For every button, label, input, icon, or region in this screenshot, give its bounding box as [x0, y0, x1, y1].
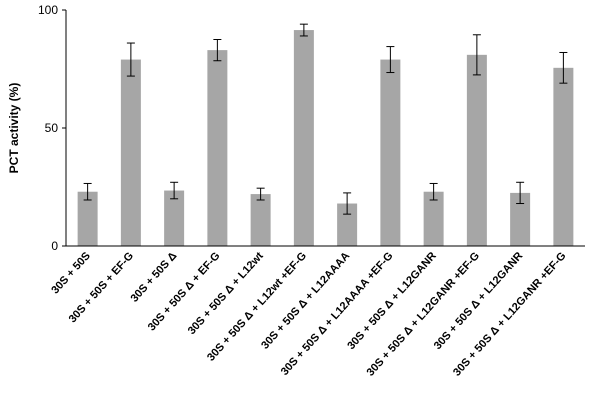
- error-bar: [386, 46, 395, 74]
- error-bar: [429, 182, 438, 201]
- x-category-label: 30S + 50S Δ + L12AAAA: [259, 250, 352, 352]
- error-bar: [299, 23, 308, 37]
- error-bar: [213, 39, 222, 62]
- y-ticks: 0 50 100: [38, 3, 66, 253]
- x-category-label: 30S + 50S Δ + L12GANR: [345, 250, 439, 352]
- error-bars: [83, 23, 568, 215]
- x-category-label: 30S + 50S Δ + EF-G: [146, 250, 223, 333]
- bar: [553, 67, 574, 246]
- bar: [293, 30, 314, 247]
- bars: [77, 30, 574, 247]
- x-category-label: 30S + 50S Δ + L12wt: [186, 250, 266, 337]
- y-tick-label: 100: [38, 3, 58, 17]
- bar: [466, 54, 487, 247]
- error-bar: [343, 192, 352, 215]
- error-bar: [83, 182, 92, 201]
- error-bar: [126, 42, 135, 77]
- bar: [337, 203, 358, 246]
- y-tick-label: 50: [45, 121, 59, 135]
- bar: [510, 192, 531, 246]
- y-axis-title: PCT activity (%): [7, 83, 21, 174]
- bar: [423, 191, 444, 246]
- y-tick-label: 0: [51, 239, 58, 253]
- x-category-label: 30S + 50S: [49, 250, 93, 296]
- bar: [164, 190, 185, 246]
- error-bar: [256, 187, 265, 201]
- error-bar: [170, 181, 179, 200]
- bar: [380, 59, 401, 247]
- error-bar: [516, 181, 525, 205]
- bar: [120, 59, 141, 247]
- error-bar: [559, 51, 568, 84]
- error-bar: [472, 34, 481, 76]
- x-category-label: 30S + 50S Δ + L12GANR: [432, 250, 526, 352]
- bar: [77, 191, 98, 246]
- bar: [207, 50, 228, 247]
- axes: [65, 10, 585, 247]
- bar: [250, 194, 271, 246]
